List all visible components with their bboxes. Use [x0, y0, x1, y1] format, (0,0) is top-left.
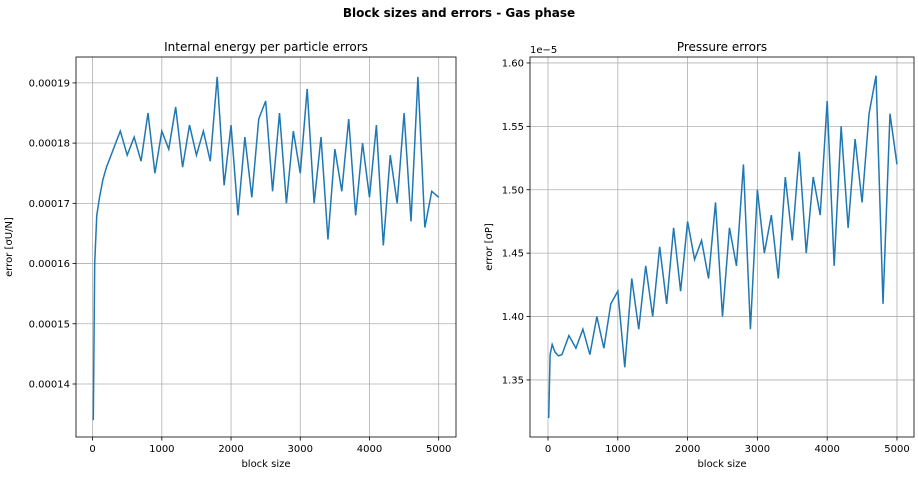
axes-frame	[529, 56, 915, 438]
x-axis-label: block size	[697, 459, 746, 470]
y-tick-label: 0.00016	[29, 259, 70, 270]
x-tick-label: 2000	[218, 444, 243, 455]
y-tick-label: 0.00019	[29, 78, 70, 89]
x-tick-label: 4000	[814, 444, 839, 455]
axes-title: Pressure errors	[677, 40, 767, 54]
x-tick-label: 0	[89, 444, 95, 455]
y-tick-label: 1.60	[502, 58, 524, 69]
y-tick-label: 1.50	[502, 185, 524, 196]
x-tick-label: 5000	[426, 444, 451, 455]
y-tick-label: 1.35	[502, 375, 524, 386]
y-tick-label: 1.40	[502, 312, 524, 323]
y-tick-label: 0.00018	[29, 139, 70, 150]
x-tick-label: 3000	[288, 444, 313, 455]
axes-frame	[75, 56, 457, 438]
x-tick-label: 3000	[745, 444, 770, 455]
x-tick-label: 5000	[884, 444, 909, 455]
data-line	[547, 75, 898, 418]
y-offset-label: 1e−5	[530, 45, 557, 56]
y-axis-label: error [σP]	[484, 223, 495, 271]
x-tick-label: 1000	[149, 444, 174, 455]
figure-title: Block sizes and errors - Gas phase	[343, 6, 575, 20]
x-axis-label: block size	[241, 459, 290, 470]
y-tick-label: 1.45	[502, 249, 524, 260]
x-tick-label: 1000	[605, 444, 630, 455]
y-tick-label: 0.00015	[29, 319, 70, 330]
axes-title: Internal energy per particle errors	[164, 40, 368, 54]
y-tick-label: 1.55	[502, 122, 524, 133]
x-tick-label: 0	[545, 444, 551, 455]
x-tick-label: 2000	[675, 444, 700, 455]
y-tick-label: 0.00014	[29, 380, 70, 391]
x-tick-label: 4000	[357, 444, 382, 455]
data-line	[92, 76, 440, 421]
y-tick-label: 0.00017	[29, 199, 70, 210]
y-axis-label: error [σU/N]	[4, 217, 15, 277]
